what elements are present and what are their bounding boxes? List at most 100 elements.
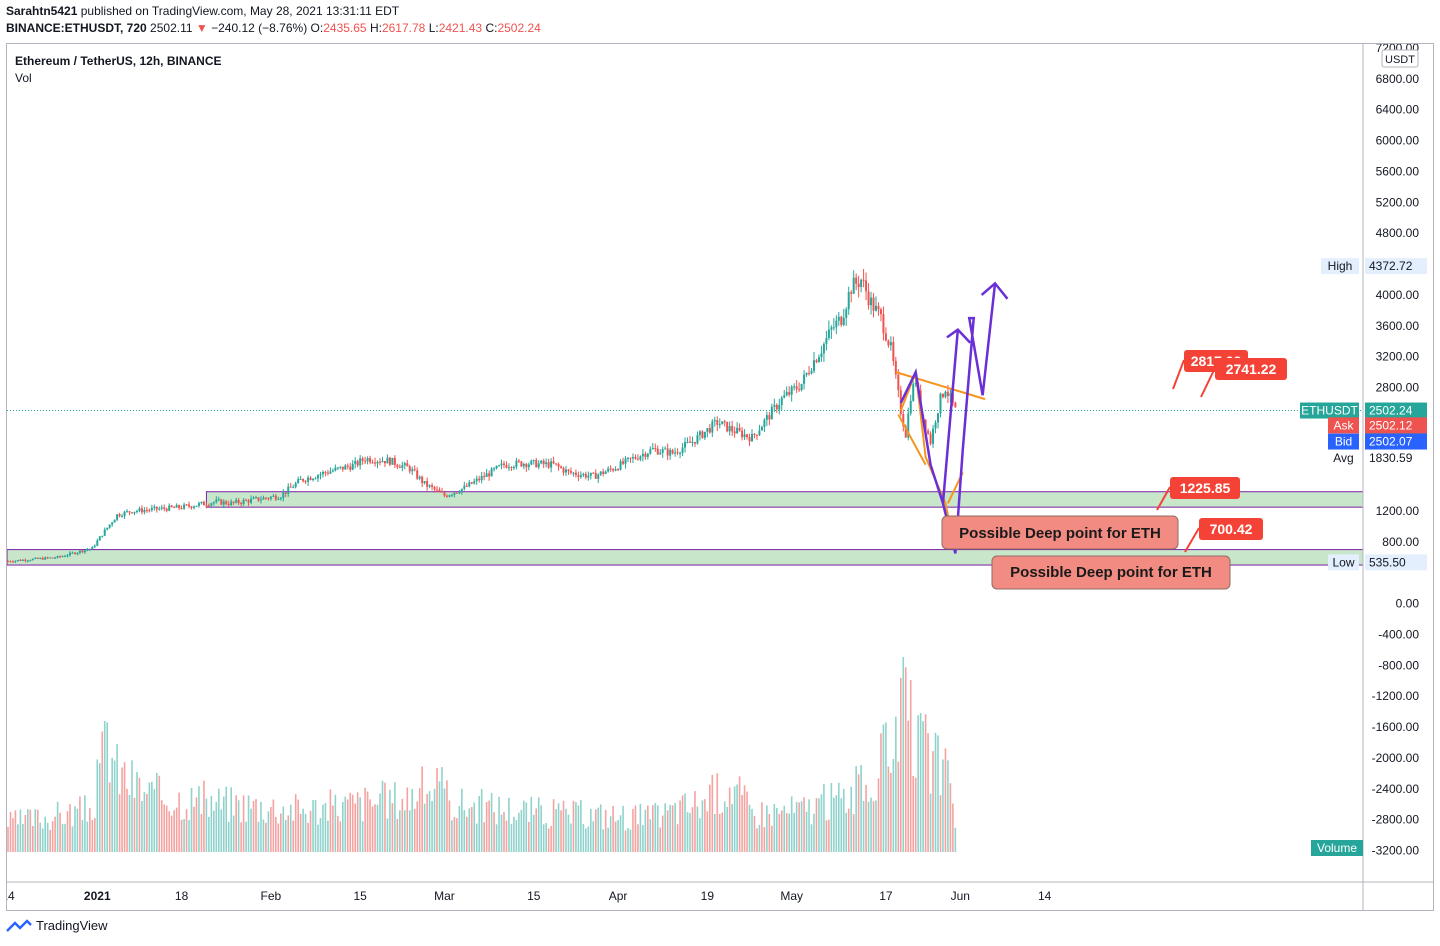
volume-bar bbox=[133, 797, 136, 852]
volume-bar bbox=[195, 797, 198, 852]
volume-bar bbox=[143, 792, 146, 852]
candle-body bbox=[865, 280, 868, 292]
candle-body bbox=[929, 433, 932, 444]
volume-bar bbox=[289, 804, 292, 852]
volume-bar bbox=[875, 800, 877, 852]
volume-bar bbox=[922, 721, 924, 852]
candle-body bbox=[607, 468, 610, 472]
candle-body bbox=[250, 498, 253, 503]
volume-bar bbox=[319, 818, 322, 852]
candle-body bbox=[475, 478, 478, 482]
candle-body bbox=[577, 475, 580, 477]
candle-body bbox=[733, 431, 736, 434]
volume-bar bbox=[451, 820, 453, 852]
volume-bar bbox=[751, 808, 753, 852]
volume-bar bbox=[528, 821, 530, 852]
candle-body bbox=[832, 327, 835, 329]
candle-body bbox=[391, 457, 394, 465]
candle-body bbox=[629, 457, 632, 459]
axis-tag-name-bg bbox=[1300, 402, 1359, 419]
volume-bar bbox=[681, 795, 684, 852]
volume-bar bbox=[141, 800, 143, 852]
candle-body bbox=[835, 320, 838, 328]
volume-bar bbox=[902, 657, 905, 852]
candle-body bbox=[284, 492, 287, 494]
volume-group bbox=[7, 657, 957, 852]
volume-bar bbox=[123, 762, 126, 852]
candle-body bbox=[465, 485, 468, 487]
volume-bar bbox=[652, 805, 654, 852]
volume-bar bbox=[12, 818, 14, 852]
candle-body bbox=[634, 457, 637, 459]
candle-body bbox=[7, 561, 9, 563]
candle-body bbox=[240, 503, 243, 505]
volume-bar bbox=[493, 812, 495, 852]
volume-bar bbox=[679, 800, 681, 852]
price-change: −240.12 (−8.76%) bbox=[211, 21, 308, 35]
wedge-upper-line bbox=[895, 371, 986, 401]
candle-body bbox=[83, 550, 86, 553]
purple-path-2 bbox=[941, 283, 997, 554]
candle-body bbox=[582, 473, 585, 476]
volume-bar bbox=[32, 825, 34, 852]
candle-body bbox=[562, 468, 565, 473]
candle-body bbox=[88, 548, 91, 550]
volume-bar bbox=[746, 791, 748, 852]
y-tick-label: 800.00 bbox=[1382, 535, 1419, 549]
volume-bar bbox=[158, 775, 161, 852]
candle-body bbox=[371, 462, 374, 464]
candle-body bbox=[636, 458, 639, 460]
footer-brand[interactable]: TradingView bbox=[36, 918, 108, 933]
candle-body bbox=[676, 452, 679, 454]
volume-bar bbox=[131, 760, 133, 852]
candle-body bbox=[597, 474, 600, 479]
candle-body bbox=[490, 468, 493, 477]
volume-tag-bg bbox=[1311, 840, 1363, 856]
candle-body bbox=[805, 372, 808, 375]
volume-bar bbox=[483, 822, 485, 852]
candle-body bbox=[14, 560, 17, 562]
candle-body bbox=[758, 430, 761, 436]
candle-body bbox=[644, 453, 647, 457]
candle-body bbox=[336, 467, 339, 469]
volume-bar bbox=[857, 774, 860, 852]
volume-bar bbox=[423, 803, 426, 852]
candle-body bbox=[86, 549, 89, 551]
candle-body bbox=[299, 478, 302, 480]
candle-body bbox=[314, 478, 317, 480]
volume-bar bbox=[498, 796, 500, 852]
candle-body bbox=[445, 495, 448, 497]
candle-body bbox=[788, 392, 791, 395]
y-tick-label: -2800.00 bbox=[1372, 813, 1420, 827]
volume-bar bbox=[649, 819, 652, 852]
candle-body bbox=[820, 353, 823, 358]
candle-body bbox=[133, 511, 136, 514]
volume-bar bbox=[203, 780, 205, 852]
axis-tag-name: Low bbox=[1332, 555, 1354, 569]
volume-bar bbox=[736, 784, 738, 852]
volume-tag-text: Volume bbox=[1317, 841, 1357, 855]
candle-body bbox=[423, 480, 426, 484]
candle-body bbox=[381, 460, 384, 463]
volume-bar bbox=[399, 810, 401, 852]
volume-bar bbox=[218, 788, 220, 852]
author-name[interactable]: Sarahtn5421 bbox=[6, 4, 78, 18]
candle-body bbox=[334, 467, 337, 471]
volume-bar bbox=[284, 819, 287, 852]
candle-body bbox=[324, 471, 327, 473]
x-tick-label: 15 bbox=[527, 889, 541, 903]
axis-tag-name-bg bbox=[1328, 433, 1359, 450]
candle-body bbox=[237, 499, 240, 504]
candle-body bbox=[879, 309, 882, 315]
volume-bar bbox=[885, 722, 887, 852]
volume-bar bbox=[71, 826, 74, 852]
volume-bar bbox=[766, 805, 768, 852]
candle-body bbox=[222, 501, 225, 505]
volume-bar bbox=[431, 801, 433, 852]
candle-body bbox=[193, 506, 195, 508]
deep-point-box-2 bbox=[991, 555, 1231, 590]
candle-body bbox=[418, 476, 421, 479]
volume-bar bbox=[304, 814, 307, 852]
